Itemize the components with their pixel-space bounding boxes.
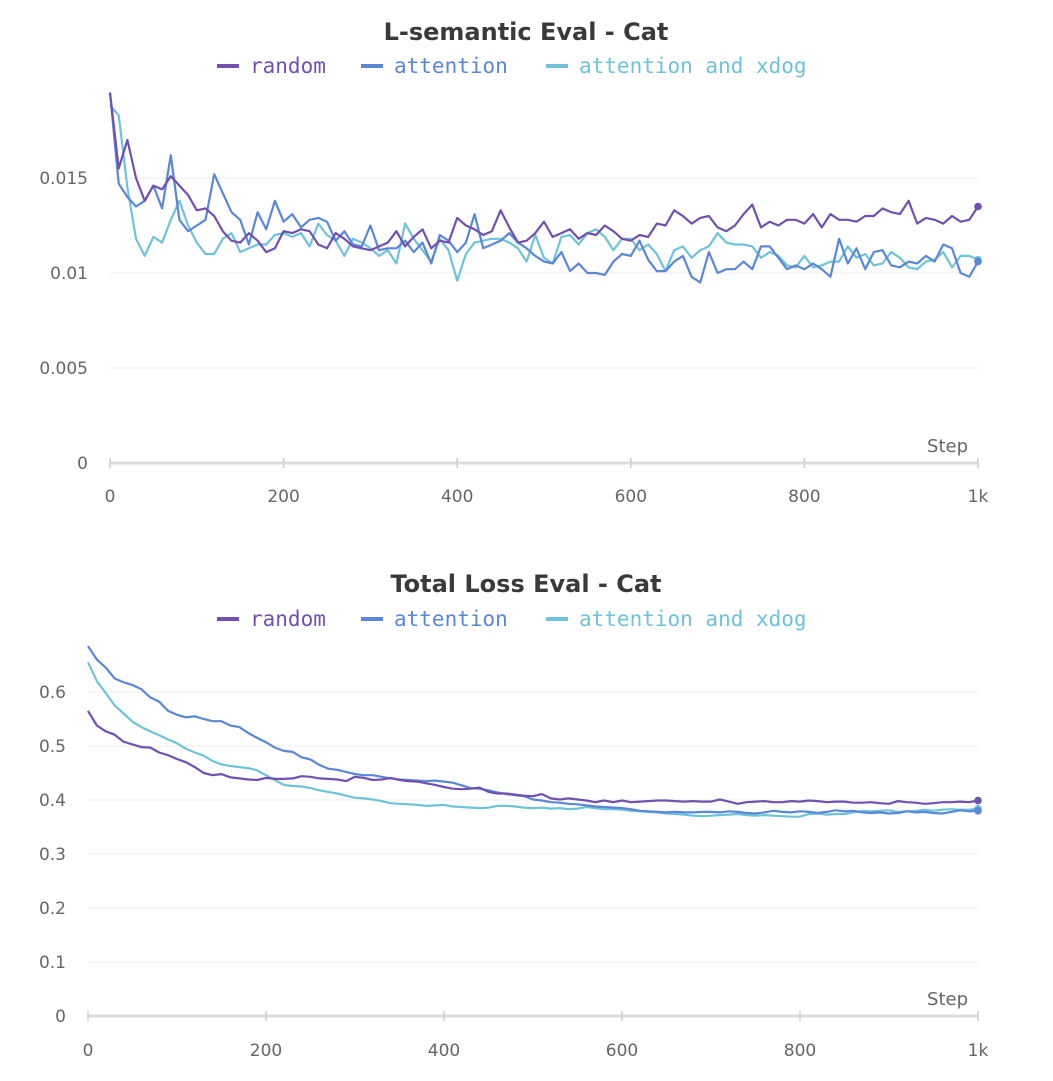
series-end-point	[974, 807, 982, 815]
series-line-random	[108, 92, 979, 254]
legend-label: attention	[394, 607, 508, 631]
chart-2: Total Loss Eval - Cat random attention atte…	[39, 570, 989, 1061]
x-tick-label: 200	[267, 487, 299, 507]
x-tick-label: 1k	[968, 487, 989, 507]
legend-label: random	[250, 607, 326, 631]
x-tick-label: 1k	[968, 1041, 989, 1061]
y-tick-label: 0.4	[39, 791, 66, 811]
y-tick-label: 0.3	[39, 845, 66, 865]
x-tick-label: 800	[784, 1041, 816, 1061]
y-tick-label: 0	[77, 454, 88, 474]
series-end-point	[974, 202, 982, 211]
x-tick-label: 600	[606, 1041, 638, 1061]
series-end-point	[974, 796, 982, 805]
x-tick-label: 800	[788, 487, 820, 507]
x-tick-label: 600	[615, 487, 647, 507]
y-tick-label: 0.5	[39, 737, 66, 757]
series-end-point	[974, 257, 982, 266]
x-tick-label: 0	[105, 487, 116, 507]
x-tick-label: 0	[83, 1041, 94, 1061]
x-tick-label: 400	[441, 487, 473, 507]
y-tick-label: 0.1	[39, 953, 66, 973]
y-tick-label: 0	[55, 1007, 66, 1027]
y-tick-label: 0.005	[39, 359, 88, 379]
legend-label: attention and xdog	[579, 607, 807, 631]
series-line-attention-and-xdog	[109, 105, 979, 282]
series-line-attention	[87, 645, 979, 815]
chart-title: Total Loss Eval - Cat	[390, 570, 661, 598]
series-line-attention-and-xdog	[87, 661, 979, 818]
y-tick-label: 0.6	[39, 683, 66, 703]
y-tick-label: 0.015	[39, 169, 88, 189]
x-axis-label: Step	[927, 989, 968, 1010]
x-tick-label: 200	[250, 1041, 282, 1061]
y-tick-label: 0.2	[39, 899, 66, 919]
chart-title: L-semantic Eval - Cat	[384, 18, 669, 46]
legend-label: attention	[394, 54, 508, 78]
x-axis-label: Step	[927, 436, 968, 457]
series-line-random	[87, 710, 979, 805]
legend-label: random	[250, 54, 326, 78]
x-tick-label: 400	[428, 1041, 460, 1061]
chart-1: L-semantic Eval - Cat random attention atte…	[39, 18, 988, 507]
y-tick-label: 0.01	[50, 264, 88, 284]
legend-label: attention and xdog	[579, 54, 807, 78]
series-line-attention	[108, 92, 979, 284]
